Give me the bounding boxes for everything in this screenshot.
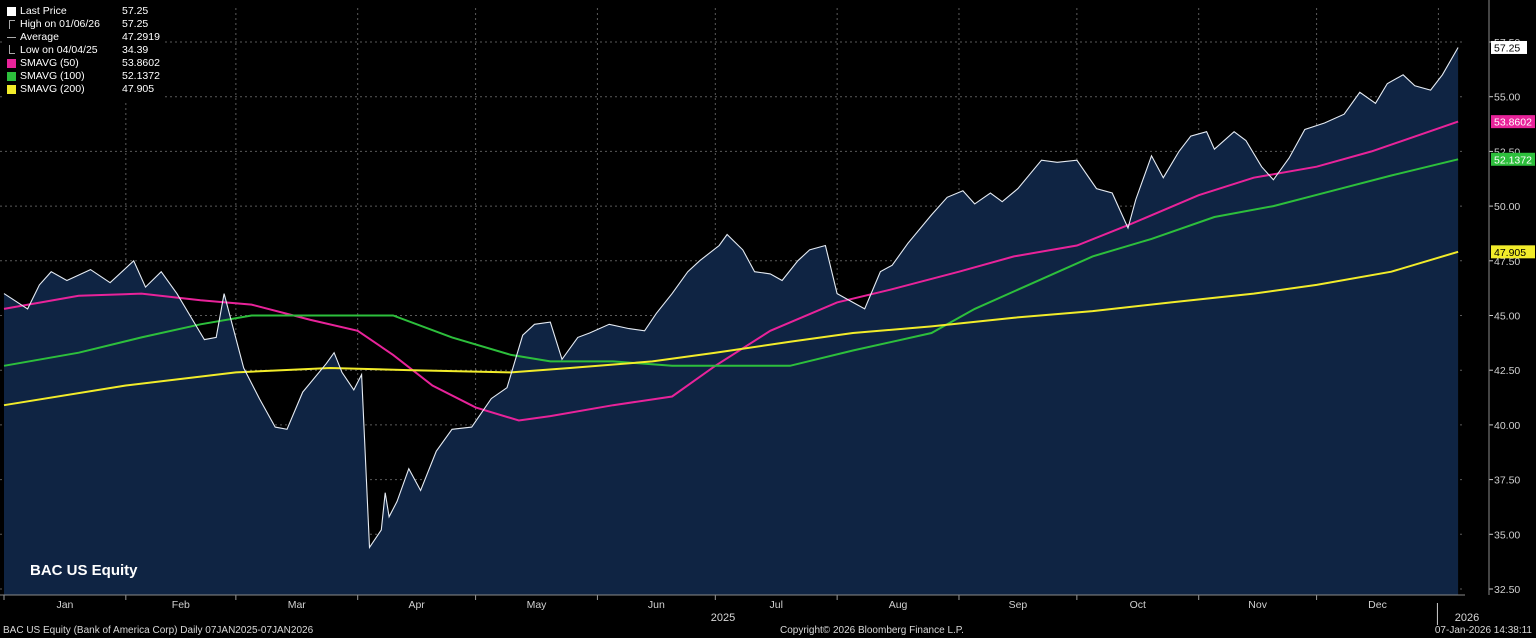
legend-value: 47.2919 [122, 31, 160, 43]
last-price-tag [1491, 40, 1527, 54]
sma-value-label-0: 53.8602 [1494, 117, 1532, 129]
legend-label: Low on 04/04/25 [20, 44, 98, 56]
ticker-label: BAC US Equity [30, 562, 138, 579]
legend-value: 57.25 [122, 18, 149, 30]
footer-left: BAC US Equity (Bank of America Corp) Dai… [3, 625, 314, 636]
legend-symbol-icon [7, 37, 16, 38]
sma-value-label-2: 47.905 [1494, 247, 1526, 259]
y-tick-label: 42.50 [1494, 365, 1520, 377]
legend-symbol-icon [9, 45, 15, 54]
sma-value-tag-2 [1491, 245, 1535, 259]
sma-value-tag-0 [1491, 115, 1535, 129]
y-tick-label: 40.00 [1494, 420, 1520, 432]
x-tick-label: Mar [288, 599, 307, 611]
legend-symbol-icon [7, 85, 16, 94]
x-tick-label: Aug [889, 599, 908, 611]
legend-item: SMAVG (200) 47.905 [3, 83, 163, 96]
x-tick-label: Oct [1130, 599, 1146, 611]
sma-line-0 [3, 120, 1459, 422]
legend-value: 34.39 [122, 44, 149, 56]
x-tick-label: Sep [1009, 599, 1028, 611]
sma-value-label-1: 52.1372 [1494, 154, 1532, 166]
legend-value: 57.25 [122, 5, 149, 17]
legend-symbol-icon [7, 7, 16, 16]
sma-value-tag-1 [1491, 152, 1535, 166]
sma-line-1 [3, 158, 1459, 367]
year-label: 2025 [711, 612, 735, 624]
legend-value: 52.1372 [122, 70, 160, 82]
y-tick-label: 37.50 [1494, 475, 1520, 487]
legend-item: Last Price 57.25 [3, 5, 163, 18]
legend-label: SMAVG (50) [20, 57, 79, 69]
y-tick-label: 55.00 [1494, 92, 1520, 104]
price-area-fill [4, 47, 1459, 595]
moving-average-lines [3, 120, 1459, 422]
legend-value: 47.905 [122, 83, 155, 95]
x-tick-label: Dec [1368, 599, 1387, 611]
y-tick-label: 47.50 [1494, 256, 1520, 268]
x-tick-label: Jan [56, 599, 73, 611]
y-tick-label: 45.00 [1494, 311, 1520, 323]
sma-line-2 [3, 250, 1459, 407]
legend-value: 53.8602 [122, 57, 160, 69]
legend-item: SMAVG (50) 53.8602 [3, 57, 163, 70]
price-series-line [3, 47, 1459, 550]
legend-symbol-icon [9, 20, 15, 29]
next-year-label: 2026 [1455, 612, 1479, 624]
legend-symbol-icon [7, 59, 16, 68]
x-tick-label: May [527, 599, 548, 611]
legend-label: SMAVG (100) [20, 70, 85, 82]
x-tick-label: Nov [1248, 599, 1267, 611]
axes: 32.50 35.00 37.50 40.00 42.50 45.00 47.50 50.00… [0, 0, 1535, 625]
legend-item: SMAVG (100) 52.1372 [3, 70, 163, 83]
y-tick-label: 50.00 [1494, 201, 1520, 213]
x-tick-label: Jul [770, 599, 783, 611]
legend-label: Last Price [20, 5, 67, 17]
last-price-tag-label: 57.25 [1494, 42, 1520, 54]
footer-center: Copyright© 2026 Bloomberg Finance L.P. [780, 625, 964, 636]
x-tick-label: Apr [408, 599, 425, 611]
legend-item: Low on 04/04/25 34.39 [3, 44, 163, 57]
legend-label: Average [20, 31, 59, 43]
price-area [4, 47, 1459, 595]
legend-item: High on 01/06/26 57.25 [3, 18, 163, 31]
price-line [3, 47, 1459, 550]
legend-label: High on 01/06/26 [20, 18, 100, 30]
y-tick-label: 35.00 [1494, 529, 1520, 541]
legend-label: SMAVG (200) [20, 83, 85, 95]
legend: Last Price 57.25 High on 01/06/26 57.25 Aver… [3, 5, 163, 103]
y-tick-label: 32.50 [1494, 584, 1520, 596]
legend-item: Average 47.2919 [3, 31, 163, 44]
x-tick-label: Jun [648, 599, 665, 611]
footer-right: 07-Jan-2026 14:38:11 [1434, 625, 1532, 636]
legend-symbol-icon [7, 72, 16, 81]
x-tick-label: Feb [172, 599, 190, 611]
